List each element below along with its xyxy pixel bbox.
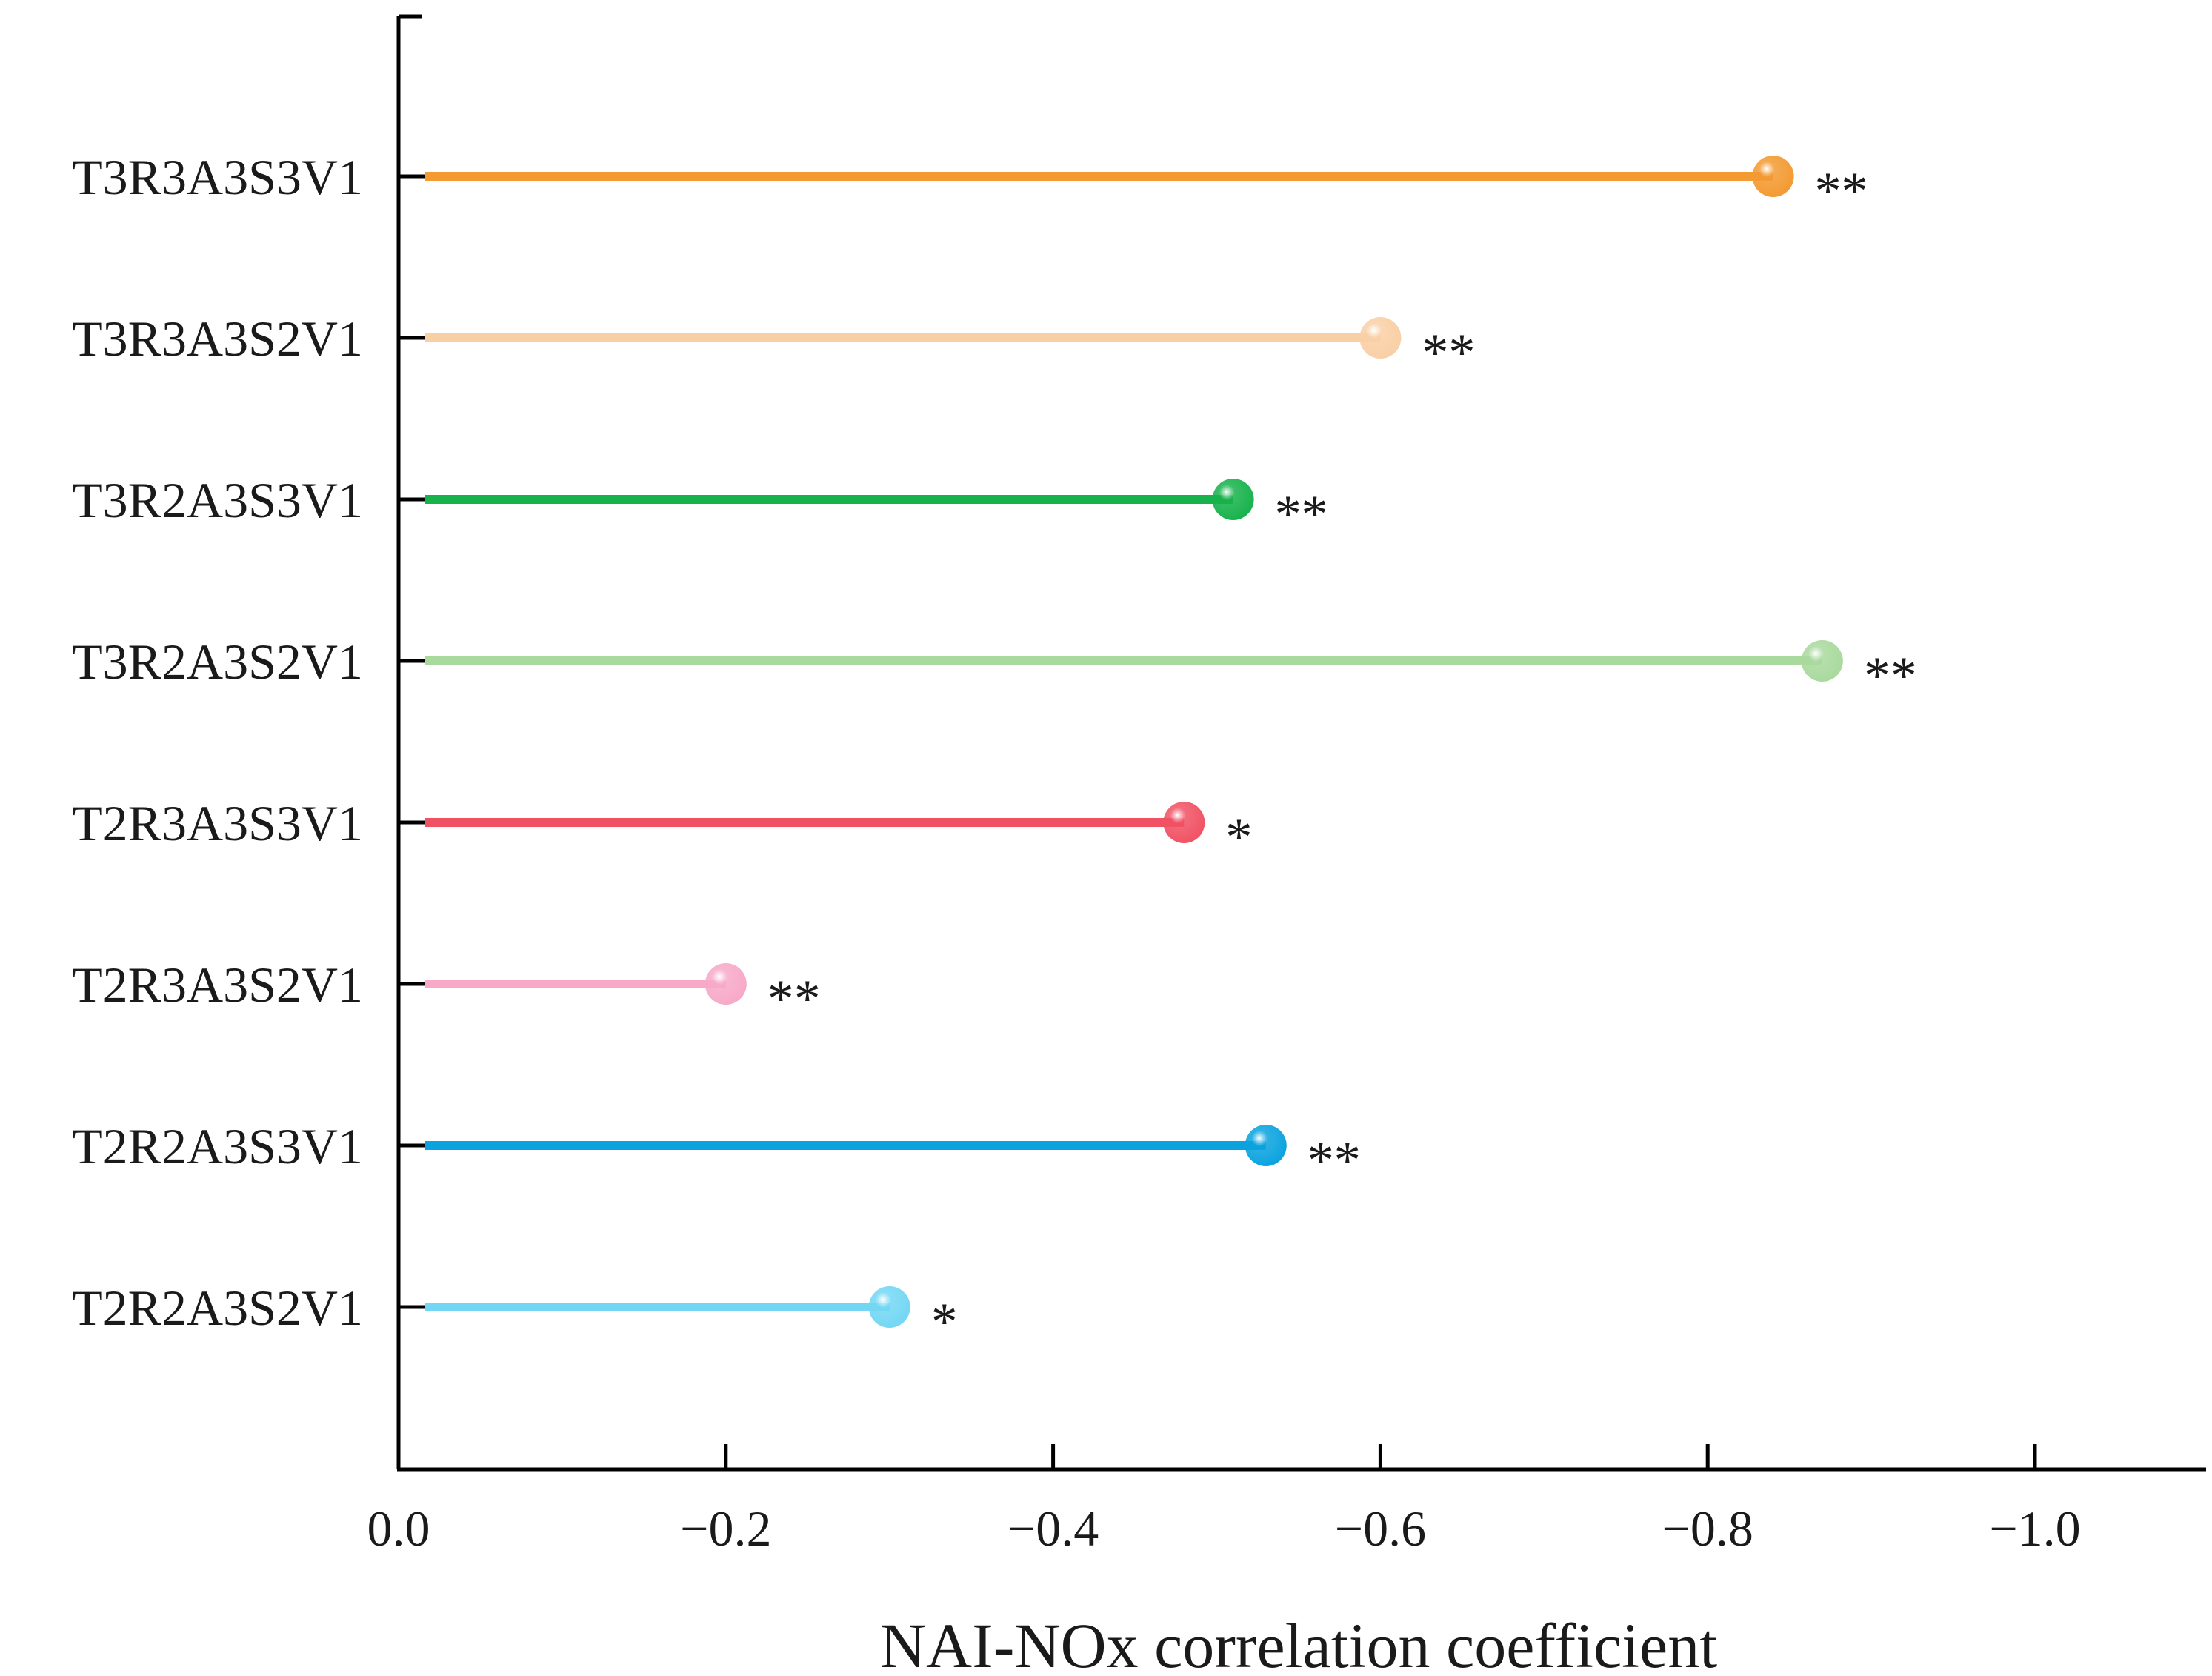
significance-label: ** [1275, 485, 1328, 544]
x-tick-label: −0.8 [1662, 1500, 1753, 1557]
category-label: T2R3A3S2V1 [72, 957, 363, 1013]
significance-label: ** [767, 969, 821, 1028]
x-tick-label: 0.0 [367, 1500, 430, 1557]
significance-label: * [931, 1292, 958, 1351]
lollipop-marker [1359, 317, 1402, 359]
x-axis-ticks: 0.0 −0.2 −0.4 −0.6 −0.8 −1.0 [367, 1444, 2081, 1557]
category-label: T3R3A3S3V1 [72, 149, 363, 205]
category-label: T3R2A3S2V1 [72, 634, 363, 690]
category-label: T2R2A3S3V1 [72, 1118, 363, 1174]
lollipop-marker [704, 963, 747, 1005]
significance-label: * [1225, 808, 1252, 867]
x-tick-label: −0.6 [1335, 1500, 1426, 1557]
lollipop-marker [1245, 1125, 1287, 1166]
x-tick-label: −0.4 [1007, 1500, 1099, 1557]
lollipop-marker [1752, 156, 1794, 197]
category-label: T2R3A3S3V1 [72, 795, 363, 851]
lollipop-marker [1212, 479, 1254, 520]
chart-dots [704, 156, 1843, 1328]
significance-labels: ************** [767, 162, 1917, 1351]
chart-axes [396, 14, 2206, 1472]
category-label: T2R2A3S2V1 [72, 1280, 363, 1336]
significance-label: ** [1864, 646, 1917, 705]
lollipop-marker [1163, 802, 1205, 843]
significance-label: ** [1815, 162, 1868, 221]
y-axis-categories: T3R3A3S3V1 T3R3A3S2V1 T3R2A3S3V1 T3R2A3S2V1… [72, 149, 425, 1336]
category-label: T3R3A3S2V1 [72, 310, 363, 367]
significance-label: ** [1307, 1131, 1361, 1190]
category-label: T3R2A3S3V1 [72, 472, 363, 528]
lollipop-marker [868, 1286, 910, 1328]
chart-stems [425, 172, 1822, 1311]
x-tick-label: −1.0 [1989, 1500, 2080, 1557]
x-tick-label: −0.2 [680, 1500, 771, 1557]
x-axis-title: NAI-NOx correlation coefficient [880, 1610, 1717, 1676]
lollipop-marker [1801, 640, 1843, 682]
significance-label: ** [1422, 323, 1475, 382]
